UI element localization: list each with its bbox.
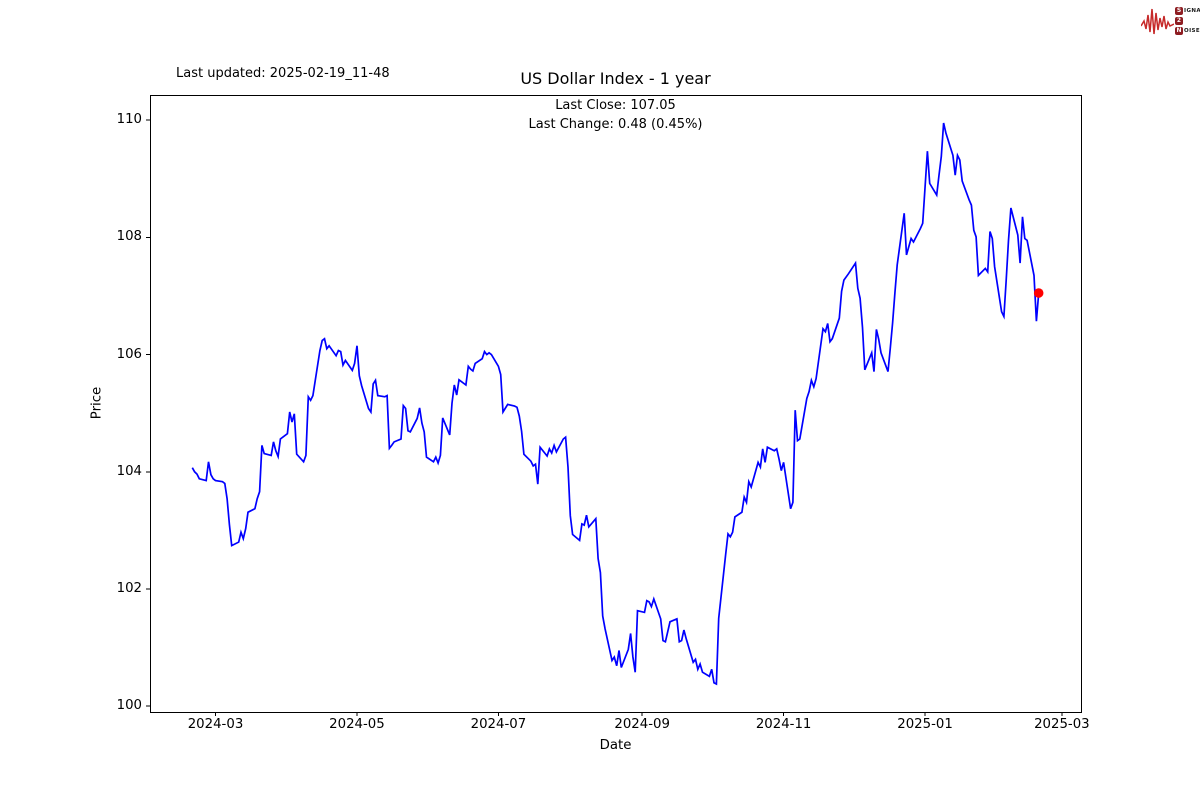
x-tick-label: 2024-05 — [329, 717, 385, 732]
x-tick-label: 2025-01 — [897, 717, 953, 732]
logo-letter-box-s: S — [1175, 6, 1183, 15]
logo-text: S IGNAL 2 N OISE — [1175, 6, 1200, 36]
x-tick-label: 2024-09 — [614, 717, 670, 732]
axes-border — [150, 95, 1082, 713]
last-close-text: Last Close: 107.05 — [555, 98, 676, 113]
x-tick-label: 2024-11 — [755, 717, 812, 732]
last-updated-text: Last updated: 2025-02-19_11-48 — [176, 66, 390, 81]
logo-text-ignal: IGNAL — [1184, 7, 1200, 14]
chart-subtitle: Last Close: 107.05 Last Change: 0.48 (0.… — [150, 96, 1081, 134]
y-tick-label: 108 — [116, 229, 142, 245]
y-axis-label: Price — [89, 386, 105, 420]
last-change-text: Last Change: 0.48 (0.45%) — [528, 117, 703, 132]
price-line — [191, 122, 1040, 686]
logo-letter-box-n: N — [1175, 26, 1183, 35]
y-tick-label: 110 — [116, 112, 142, 128]
chart-title: US Dollar Index - 1 year — [520, 69, 711, 88]
x-tick-label: 2025-03 — [1034, 717, 1090, 732]
waveform-icon — [1141, 8, 1174, 35]
signal2noise-logo: S IGNAL 2 N OISE — [1141, 5, 1200, 36]
y-tick-label: 106 — [116, 346, 142, 362]
x-axis-label: Date — [599, 738, 632, 753]
logo-letter-box-2: 2 — [1175, 16, 1183, 25]
y-tick-label: 100 — [116, 698, 142, 714]
logo-text-oise: OISE — [1184, 27, 1200, 34]
x-tick-label: 2024-03 — [187, 717, 244, 732]
y-tick-label: 102 — [116, 581, 142, 596]
y-tick-label: 104 — [116, 463, 142, 479]
last-close-marker — [1033, 288, 1044, 298]
x-tick-label: 2024-07 — [470, 717, 527, 732]
